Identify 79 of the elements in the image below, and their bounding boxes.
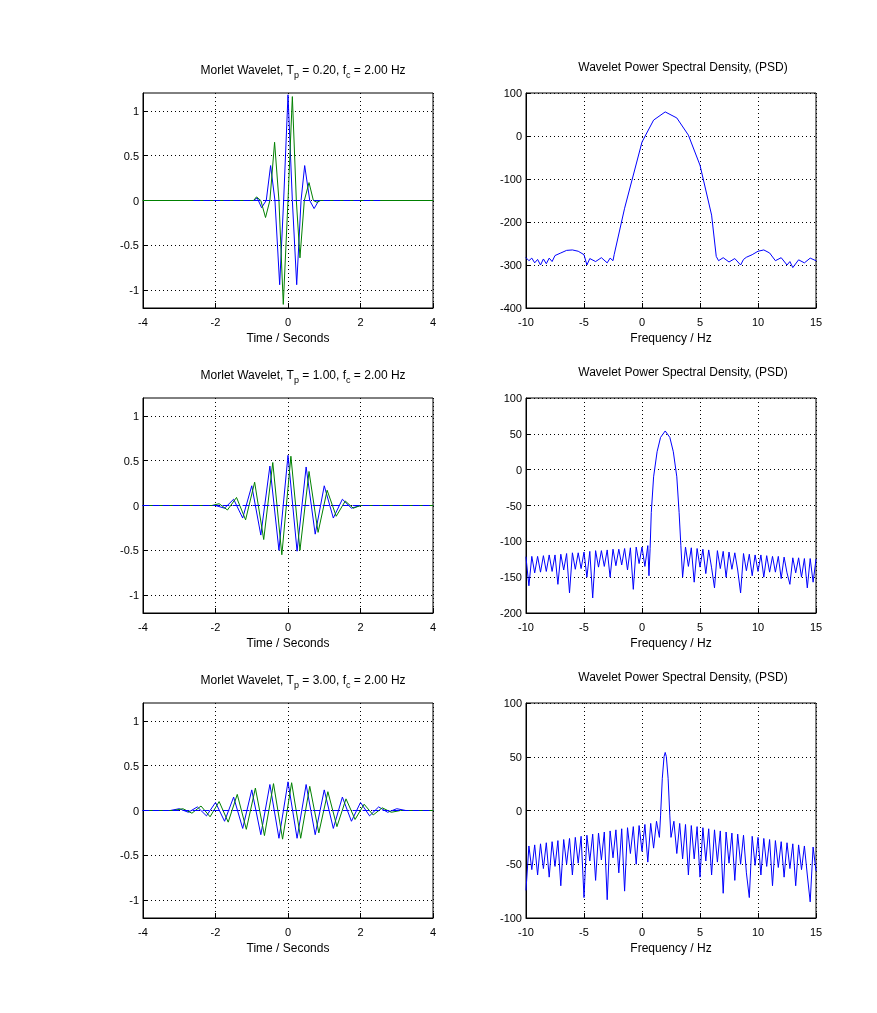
y-tick-label: 0 (132, 804, 139, 817)
y-tick-label: 1 (132, 409, 139, 422)
y-tick-label: -1 (129, 284, 139, 297)
y-tick-label: -100 (499, 912, 522, 924)
y-tick-label: -50 (506, 858, 522, 871)
y-tick-label: -200 (499, 216, 522, 228)
y-tick-label: -100 (499, 535, 522, 548)
y-tick-label: -300 (499, 259, 522, 271)
x-tick-label: 0 (284, 315, 292, 328)
x-tick-label: -5 (579, 315, 589, 328)
y-tick-label: -50 (506, 499, 522, 512)
y-tick-label: -0.5 (120, 849, 139, 862)
x-tick-label: 4 (429, 925, 437, 938)
x-tick-label: -5 (579, 620, 589, 633)
x-tick-label: 15 (809, 315, 823, 328)
y-tick-label: 0 (132, 194, 139, 207)
x-tick-label: -4 (138, 620, 148, 633)
y-tick-label: 50 (509, 750, 522, 763)
x-axis-title: Time / Seconds (246, 940, 330, 955)
y-tick-label: -0.5 (120, 544, 139, 557)
line-series (525, 430, 817, 599)
x-axis-title: Time / Seconds (246, 635, 330, 650)
x-tick-label: 2 (357, 620, 364, 633)
x-tick-label: 0 (284, 620, 292, 633)
chart-title: Wavelet Power Spectral Density, (PSD) (578, 60, 788, 74)
chart-title: Wavelet Power Spectral Density, (PSD) (578, 365, 788, 379)
x-axis-title: Time / Seconds (246, 330, 330, 345)
y-tick-label: 0 (515, 130, 522, 142)
x-tick-label: -2 (210, 620, 221, 633)
x-tick-label: 15 (809, 925, 823, 938)
y-tick-label: 100 (503, 392, 522, 404)
y-tick-label: 1 (132, 104, 139, 117)
y-tick-label: 0.5 (123, 759, 139, 772)
x-tick-label: 4 (429, 620, 437, 633)
x-tick-label: -10 (518, 620, 534, 633)
y-tick-label: -0.5 (120, 239, 139, 252)
y-tick-label: -1 (129, 589, 139, 602)
x-tick-label: 0 (638, 925, 646, 938)
line-series (142, 96, 434, 305)
x-tick-label: -4 (138, 315, 148, 328)
y-tick-label: -200 (499, 607, 522, 619)
y-tick-label: 0.5 (123, 454, 139, 467)
x-tick-label: 4 (429, 315, 437, 328)
y-tick-label: 0 (515, 463, 522, 476)
y-tick-label: 100 (503, 87, 522, 99)
x-tick-label: -4 (138, 925, 148, 938)
x-tick-label: 2 (357, 315, 364, 328)
chart-title: Wavelet Power Spectral Density, (PSD) (578, 670, 788, 684)
y-tick-label: 0.5 (123, 149, 139, 162)
y-tick-label: 1 (132, 714, 139, 727)
y-tick-label: -1 (129, 894, 139, 907)
x-axis-title: Frequency / Hz (630, 940, 712, 955)
x-tick-label: 10 (751, 620, 765, 633)
y-tick-label: -400 (499, 302, 522, 314)
x-axis-title: Frequency / Hz (630, 635, 712, 650)
line-series (525, 751, 817, 903)
x-axis-title: Frequency / Hz (630, 330, 712, 345)
x-tick-label: 0 (638, 315, 646, 328)
x-tick-label: 15 (809, 620, 823, 633)
x-tick-label: 0 (638, 620, 646, 633)
x-tick-label: 5 (696, 620, 704, 633)
x-tick-label: 10 (751, 925, 765, 938)
y-tick-label: 50 (509, 427, 522, 440)
y-tick-label: 0 (515, 804, 522, 817)
x-tick-label: -10 (518, 925, 534, 938)
x-tick-label: 0 (284, 925, 292, 938)
x-tick-label: 10 (751, 315, 765, 328)
x-tick-label: 5 (696, 315, 704, 328)
x-tick-label: -5 (579, 925, 589, 938)
y-tick-label: 100 (503, 697, 522, 709)
x-tick-label: -10 (518, 315, 534, 328)
x-tick-label: 5 (696, 925, 704, 938)
x-tick-label: -2 (210, 925, 221, 938)
line-series (525, 111, 817, 269)
y-tick-label: 0 (132, 499, 139, 512)
y-tick-label: -150 (499, 571, 522, 584)
x-tick-label: -2 (210, 315, 221, 328)
x-tick-label: 2 (357, 925, 364, 938)
y-tick-label: -100 (499, 173, 522, 185)
